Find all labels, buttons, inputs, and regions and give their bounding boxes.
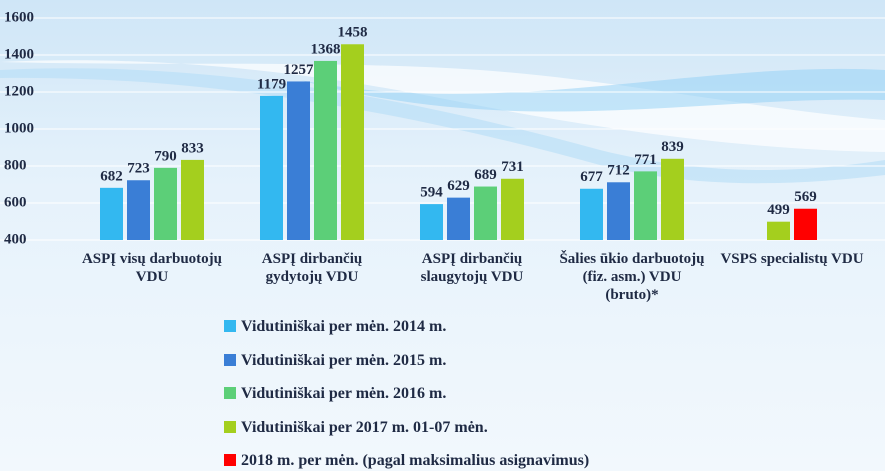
x-tick-label: Šalies ūkio darbuotojų (fiz. asm.) VDU (… [557,250,707,304]
legend-swatch [224,387,236,399]
bar [260,96,283,240]
x-tick-label: ASPĮ dirbančių gydytojų VDU [237,250,387,286]
y-tick-label: 400 [4,231,27,247]
legend-label: 2018 m. per mėn. (pagal maksimalius asig… [241,452,589,469]
data-label: 790 [154,148,177,164]
data-label: 723 [127,161,150,177]
x-tick-label: ASPĮ visų darbuotojų VDU [77,250,227,286]
legend-swatch [224,354,236,366]
y-tick-label: 1000 [4,120,34,136]
data-label: 833 [181,140,204,156]
data-label: 629 [447,178,470,194]
legend-label: Vidutiniškai per mėn. 2015 m. [241,352,446,369]
data-label: 1179 [257,76,286,92]
chart-container: 400 600 800 1000 1200 1400 1600 682723790833 117… [0,0,885,471]
data-label: 1368 [311,41,341,57]
x-tick-label: VSPS specialistų VDU [717,250,867,268]
data-label: 682 [100,168,123,184]
data-label: 689 [474,167,497,183]
bar [314,61,337,240]
data-label: 771 [634,152,657,168]
bar [420,204,443,240]
y-tick-label: 1400 [4,46,34,62]
bar [447,198,470,240]
bar [794,209,817,240]
data-label: 712 [607,163,630,179]
bar [767,222,790,240]
y-tick-label: 1200 [4,83,34,99]
data-label: 731 [501,159,524,175]
bar [661,159,684,240]
data-label: 839 [661,139,684,155]
legend-item: 2018 m. per mėn. (pagal maksimalius asig… [224,452,589,470]
legend-item: Vidutiniškai per 2017 m. 01-07 mėn. [224,419,488,437]
bar [154,168,177,240]
bar [580,189,603,240]
bar [341,44,364,240]
y-tick-label: 1600 [4,9,34,25]
bar [634,171,657,240]
y-tick-label: 600 [4,194,27,210]
data-label: 499 [767,202,790,218]
legend-label: Vidutiniškai per mėn. 2014 m. [241,318,446,335]
bar [287,81,310,240]
legend-label: Vidutiniškai per 2017 m. 01-07 mėn. [241,419,488,436]
legend-swatch [224,320,236,332]
legend-item: Vidutiniškai per mėn. 2015 m. [224,352,446,370]
data-label: 1257 [284,62,315,78]
legend-item: Vidutiniškai per mėn. 2016 m. [224,385,446,403]
data-label: 677 [580,169,603,185]
bar [127,180,150,240]
legend-swatch [224,421,236,433]
legend-swatch [224,454,236,466]
data-label: 569 [794,189,817,205]
bar [501,179,524,240]
bar [474,187,497,240]
legend-label: Vidutiniškai per mėn. 2016 m. [241,385,446,402]
bar [181,160,204,240]
legend-item: Vidutiniškai per mėn. 2014 m. [224,318,446,336]
x-tick-label: ASPĮ dirbančių slaugytojų VDU [397,250,547,286]
data-label: 594 [420,185,443,201]
bar [607,182,630,240]
y-tick-label: 800 [4,157,27,173]
bar [100,188,123,240]
data-label: 1458 [338,25,368,41]
